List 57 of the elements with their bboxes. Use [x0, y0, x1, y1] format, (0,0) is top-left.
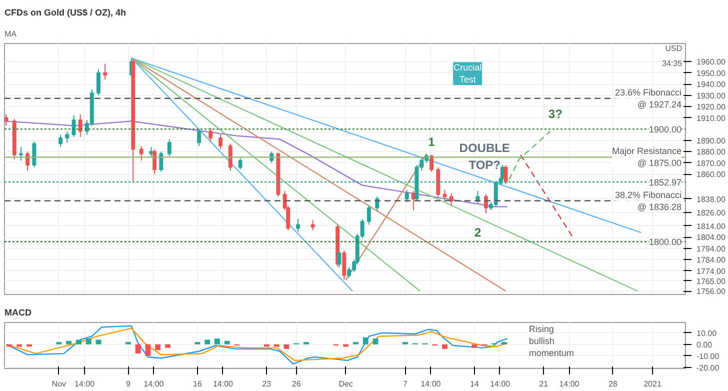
x-tick-label: 14:00 [74, 380, 96, 388]
annotation: DOUBLE TOP? [459, 141, 510, 172]
y-tick-label: 1930.00 [696, 91, 726, 100]
chart-title: MACD [4, 308, 32, 318]
x-tick-label: 28 [608, 380, 618, 388]
ref-line-label: 23.6% Fibonacci @ 1927.24 [614, 87, 682, 110]
y-tick-label: 0.00 [696, 340, 713, 350]
y-tick-label: 1950.00 [696, 68, 726, 78]
ref-line-label: Major Resistance @ 1875.00 [612, 146, 682, 168]
x-tick-label: 26 [292, 380, 302, 388]
x-tick-label: 23 [262, 380, 272, 388]
ref-line-label: 1800.00 [648, 237, 682, 248]
y-tick-label: 1940.00 [696, 80, 726, 90]
x-tick-label: 16 [192, 380, 202, 388]
y-tick-label: 1920.00 [696, 102, 726, 112]
y-tick-label: 1838.00 [696, 194, 726, 204]
annotation: 1 [428, 134, 436, 149]
y-tick-label: 1826.00 [696, 208, 726, 218]
annotation: 3? [548, 106, 562, 121]
x-tick-label: 7 [402, 380, 408, 388]
y-tick-label: 1784.00 [696, 256, 726, 265]
y-tick-label: 1960.00 [696, 58, 726, 67]
chart-title: CFDs on Gold (US$ / OZ), 4h [4, 8, 126, 18]
y-tick-label: 1910.00 [696, 114, 726, 123]
y-tick-label: 1804.00 [696, 233, 726, 242]
y-tick-label: 1860.00 [696, 170, 726, 180]
x-tick-label: 14:00 [490, 380, 511, 388]
annotation: 2 [474, 225, 482, 240]
annotation: 34:35 [662, 59, 683, 68]
annotation: Rising bullish momentum [528, 324, 574, 358]
y-tick-label: 1765.00 [696, 276, 726, 286]
y-tick-label: 1814.00 [696, 222, 726, 231]
x-tick-label: 14:00 [559, 380, 580, 388]
y-tick-label: 1774.00 [696, 266, 726, 276]
ref-line-label: 38.2% Fibonacci @ 1836.28 [614, 190, 682, 212]
ref-line-label: 1852.97 [648, 177, 682, 188]
y-tick-label: 10.00 [696, 328, 718, 338]
y-tick-label: 1794.00 [696, 244, 726, 254]
y-tick-label: 1880.00 [696, 148, 726, 157]
x-tick-label: Dec [338, 380, 353, 388]
x-tick-label: 2021 [644, 380, 662, 388]
ref-line-label: 1900.00 [648, 124, 682, 135]
x-tick-label: 14:00 [420, 380, 442, 388]
y-tick-label: 1870.00 [696, 158, 726, 168]
x-tick-label: 21 [539, 380, 549, 388]
x-tick-label: 14:00 [212, 380, 234, 388]
y-tick-label: 1890.00 [696, 136, 726, 146]
annotation: Crucial Test [454, 62, 482, 85]
x-tick-label: Nov [52, 380, 66, 388]
y-tick-label: 1756.00 [696, 287, 726, 296]
x-tick-label: 14:00 [144, 380, 164, 388]
x-tick-label: 9 [126, 380, 131, 388]
x-tick-label: 14 [470, 380, 480, 388]
annotation: USD [665, 44, 682, 54]
chart-subtitle: MA [4, 30, 18, 38]
y-tick-label: -10.00 [696, 352, 720, 361]
y-tick-label: -20.00 [696, 363, 720, 372]
